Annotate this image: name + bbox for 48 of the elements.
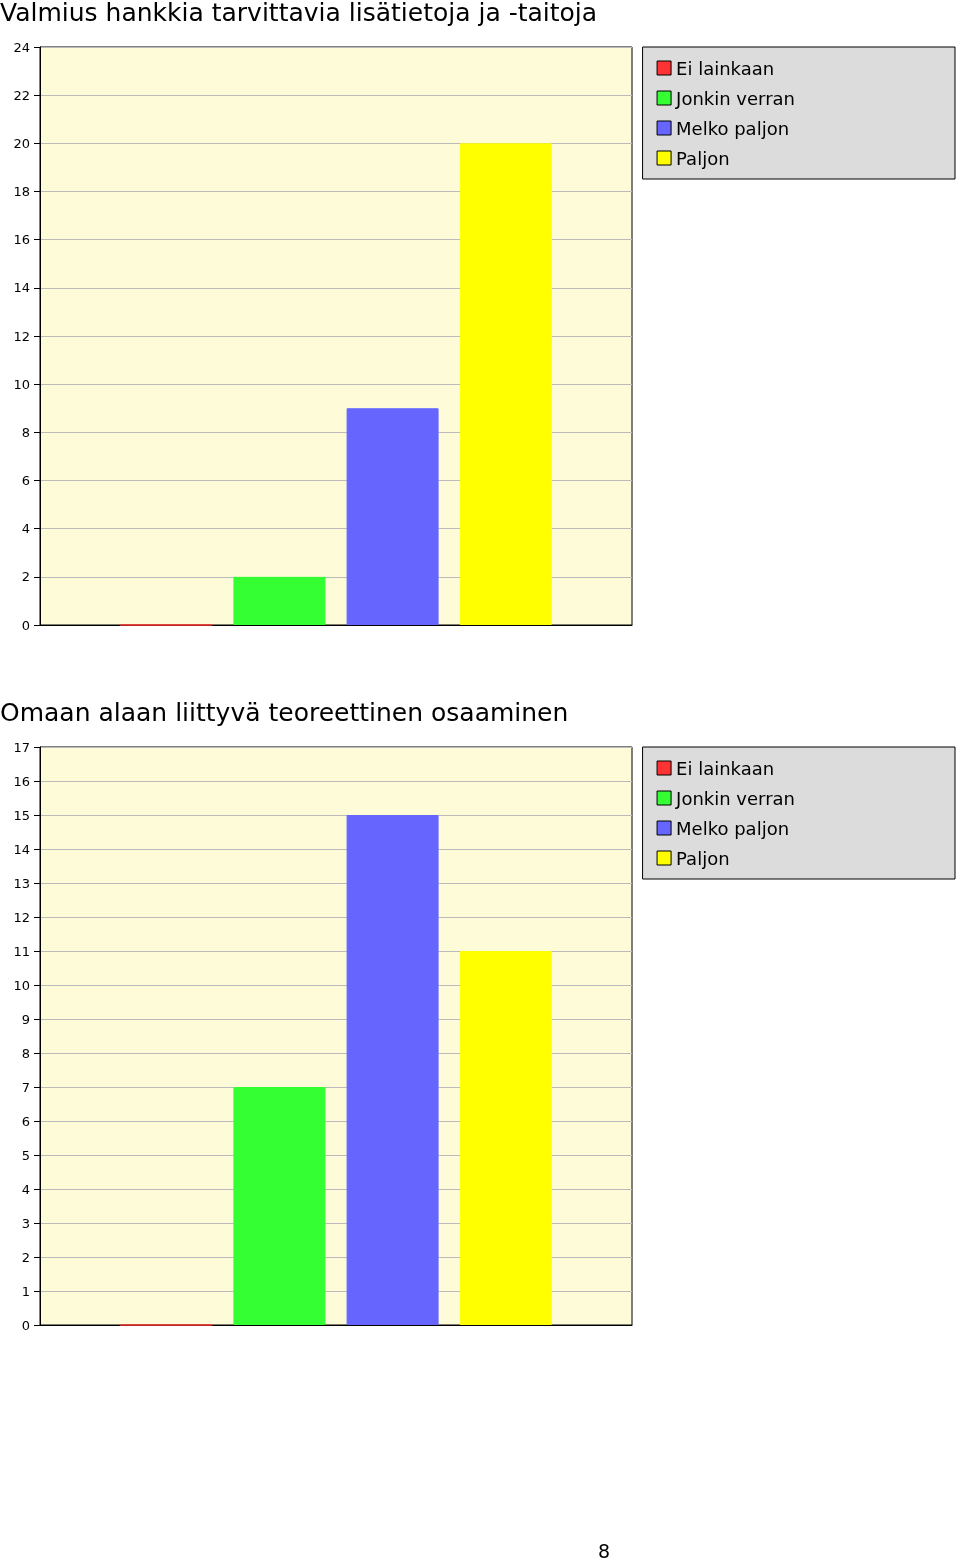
chart-title: Valmius hankkia tarvittavia lisätietoja ja -taitoja xyxy=(0,0,598,27)
y-tick-label: 14 xyxy=(13,841,30,857)
y-tick-label: 7 xyxy=(21,1079,30,1095)
y-tick-label: 0 xyxy=(21,617,30,633)
y-tick-label: 22 xyxy=(13,87,30,103)
y-tick-label: 15 xyxy=(13,807,30,823)
legend-label: Melko paljon xyxy=(676,817,790,839)
legend-label: Jonkin verran xyxy=(675,787,795,809)
legend-label: Paljon xyxy=(676,847,730,869)
legend-label: Ei lainkaan xyxy=(676,57,775,79)
y-tick-label: 12 xyxy=(13,909,30,925)
y-tick-label: 8 xyxy=(21,424,30,440)
y-tick-label: 6 xyxy=(21,1113,30,1129)
legend-label: Jonkin verran xyxy=(675,87,795,109)
bar xyxy=(346,815,439,1325)
y-tick-label: 24 xyxy=(13,39,30,55)
y-tick-label: 2 xyxy=(21,1249,30,1265)
bar xyxy=(233,1087,326,1325)
y-tick-label: 17 xyxy=(13,739,30,755)
y-tick-label: 3 xyxy=(21,1215,30,1231)
y-tick-label: 12 xyxy=(13,328,30,344)
y-tick-label: 13 xyxy=(13,875,30,891)
legend-label: Paljon xyxy=(676,147,730,169)
y-tick-label: 2 xyxy=(21,569,30,585)
chart-title: Omaan alaan liittyvä teoreettinen osaaminen xyxy=(0,698,569,727)
y-tick-label: 18 xyxy=(13,184,30,199)
legend-label: Ei lainkaan xyxy=(676,757,775,779)
y-tick-label: 6 xyxy=(21,473,30,488)
y-tick-label: 5 xyxy=(21,1147,30,1163)
bar xyxy=(233,576,326,625)
bar xyxy=(459,143,552,625)
legend-label: Melko paljon xyxy=(676,117,790,139)
y-tick-label: 10 xyxy=(13,376,30,392)
y-tick-label: 9 xyxy=(21,1011,30,1027)
bar xyxy=(459,951,552,1325)
y-tick-label: 4 xyxy=(21,1181,30,1197)
y-tick-label: 11 xyxy=(13,943,30,959)
y-tick-label: 8 xyxy=(21,1045,30,1061)
text: 8 xyxy=(597,1539,611,1562)
bar xyxy=(346,408,439,625)
y-tick-label: 16 xyxy=(13,232,30,248)
y-tick-label: 20 xyxy=(13,135,30,151)
y-tick-label: 0 xyxy=(21,1317,30,1333)
y-tick-label: 10 xyxy=(13,977,30,993)
y-tick-label: 14 xyxy=(13,280,30,296)
y-tick-label: 16 xyxy=(13,773,30,789)
y-tick-label: 1 xyxy=(21,1283,30,1299)
y-tick-label: 4 xyxy=(21,521,30,537)
